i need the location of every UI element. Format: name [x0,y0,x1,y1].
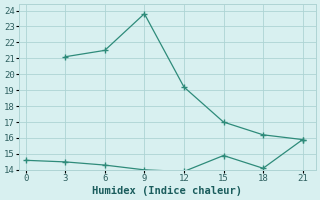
X-axis label: Humidex (Indice chaleur): Humidex (Indice chaleur) [92,186,243,196]
